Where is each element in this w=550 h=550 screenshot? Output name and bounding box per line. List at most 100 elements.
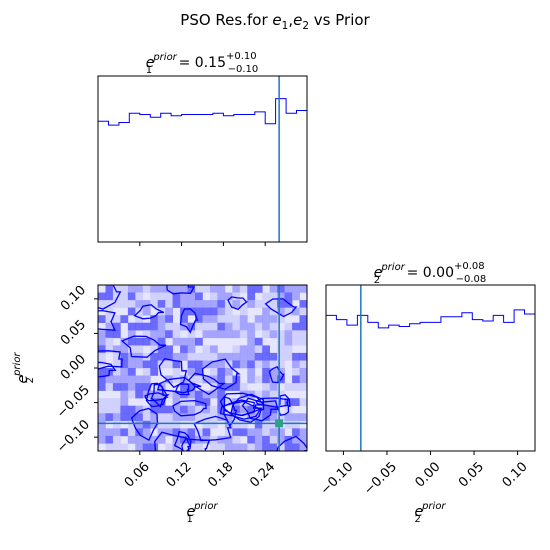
- joint-density-cell: [172, 428, 181, 437]
- joint-density-cell: [98, 300, 106, 308]
- joint-density-cell: [210, 390, 218, 399]
- joint-density-cell: [120, 368, 129, 376]
- joint-density-cell: [112, 428, 121, 437]
- joint-density-cell: [254, 322, 263, 331]
- joint-contour-line: [166, 285, 195, 295]
- joint-density-cell: [187, 307, 196, 316]
- joint-density-cell: [112, 405, 121, 414]
- joint-density-cell: [150, 435, 159, 444]
- joint-density-cell: [120, 285, 129, 293]
- joint-density-cell: [239, 405, 248, 414]
- joint-density-cell: [210, 315, 218, 323]
- joint-density-cell: [172, 443, 181, 451]
- joint-y-tick-label: 0.00: [58, 352, 89, 383]
- joint-density-cell: [210, 420, 218, 429]
- joint-density-cell: [292, 337, 300, 346]
- joint-density-cell: [135, 322, 144, 331]
- joint-density-cell: [112, 383, 121, 391]
- joint-density-cell: [120, 300, 129, 308]
- joint-density-cell: [165, 285, 173, 293]
- joint-density-cell: [269, 292, 278, 301]
- joint-density-cell: [284, 337, 293, 346]
- joint-density-cell: [217, 435, 226, 444]
- joint-density-cell: [157, 315, 166, 323]
- joint-density-cell: [232, 360, 241, 369]
- joint-density-cell: [112, 315, 121, 323]
- joint-density-cell: [127, 428, 136, 437]
- joint-density-cell: [172, 390, 181, 399]
- joint-density-cell: [284, 292, 293, 301]
- joint-density-cell: [202, 405, 211, 414]
- joint-density-cell: [254, 390, 263, 399]
- joint-density-cell: [187, 390, 196, 399]
- joint-density-cell: [135, 285, 144, 293]
- joint-density-cell: [202, 398, 211, 406]
- joint-density-cell: [269, 443, 278, 451]
- joint-density-cell: [172, 398, 181, 406]
- joint-density-cell: [284, 330, 293, 339]
- joint-density-cell: [120, 337, 129, 346]
- joint-density-cell: [262, 322, 270, 331]
- joint-density-cell: [217, 330, 226, 339]
- joint-density-cell: [165, 322, 173, 331]
- joint-density-cell: [299, 443, 307, 451]
- joint-density-cell: [247, 405, 256, 414]
- joint-density-cell: [292, 413, 300, 422]
- joint-contour-line: [264, 298, 298, 318]
- joint-density-cell: [210, 330, 218, 339]
- joint-density-cell: [150, 345, 159, 354]
- joint-density-cell: [239, 360, 248, 369]
- joint-density-cell: [232, 345, 241, 354]
- joint-contour-line: [227, 296, 249, 311]
- joint-density-cell: [98, 368, 106, 376]
- joint-contour-line: [174, 383, 190, 396]
- joint-density-cell: [239, 345, 248, 354]
- joint-density-cell: [247, 360, 256, 369]
- joint-density-cell: [202, 315, 211, 323]
- joint-density-cell: [120, 315, 129, 323]
- joint-density-cell: [187, 300, 196, 308]
- joint-density-cell: [277, 300, 285, 308]
- joint-x-tick-label: 0.06: [122, 459, 153, 490]
- joint-density-cell: [292, 360, 300, 369]
- joint-density-cell: [210, 360, 218, 369]
- joint-density-cell: [262, 307, 270, 316]
- joint-density-cell: [135, 315, 144, 323]
- joint-density-cell: [142, 428, 151, 437]
- joint-density-cell: [232, 428, 241, 437]
- joint-density-cell: [157, 330, 166, 339]
- joint-density-cell: [284, 383, 293, 391]
- joint-density-cell: [142, 322, 151, 331]
- joint-density-cell: [210, 345, 218, 354]
- joint-density-cell: [105, 337, 114, 346]
- joint-density-cell: [284, 420, 293, 429]
- e2-histogram-panel: −0.10 −0.05 0.00 0.05 0.10: [318, 284, 536, 498]
- joint-density-cell: [202, 420, 211, 429]
- joint-density-cell: [210, 322, 218, 331]
- joint-density-cell: [239, 413, 248, 422]
- joint-density-cell: [98, 405, 106, 414]
- joint-density-cell: [142, 383, 151, 391]
- joint-density-cell: [120, 428, 129, 437]
- joint-density-cell: [217, 315, 226, 323]
- joint-density-cell: [150, 405, 159, 414]
- joint-density-cell: [202, 428, 211, 437]
- joint-density-cell: [142, 368, 151, 376]
- joint-density-cell: [127, 285, 136, 293]
- joint-density-cell: [187, 352, 196, 361]
- joint-density-cell: [299, 398, 307, 406]
- joint-density-cell: [247, 292, 256, 301]
- joint-density-cell: [232, 405, 241, 414]
- joint-density-cell: [277, 337, 285, 346]
- joint-density-cell: [195, 390, 203, 399]
- joint-density-cell: [98, 330, 106, 339]
- joint-contour-line: [130, 407, 159, 442]
- joint-density-cell: [277, 413, 285, 422]
- joint-density-cell: [269, 307, 278, 316]
- joint-density-cell: [180, 352, 188, 361]
- joint-density-cell: [292, 383, 300, 391]
- joint-density-cell: [150, 322, 159, 331]
- joint-density-cell: [187, 330, 196, 339]
- joint-density-cell: [180, 398, 188, 406]
